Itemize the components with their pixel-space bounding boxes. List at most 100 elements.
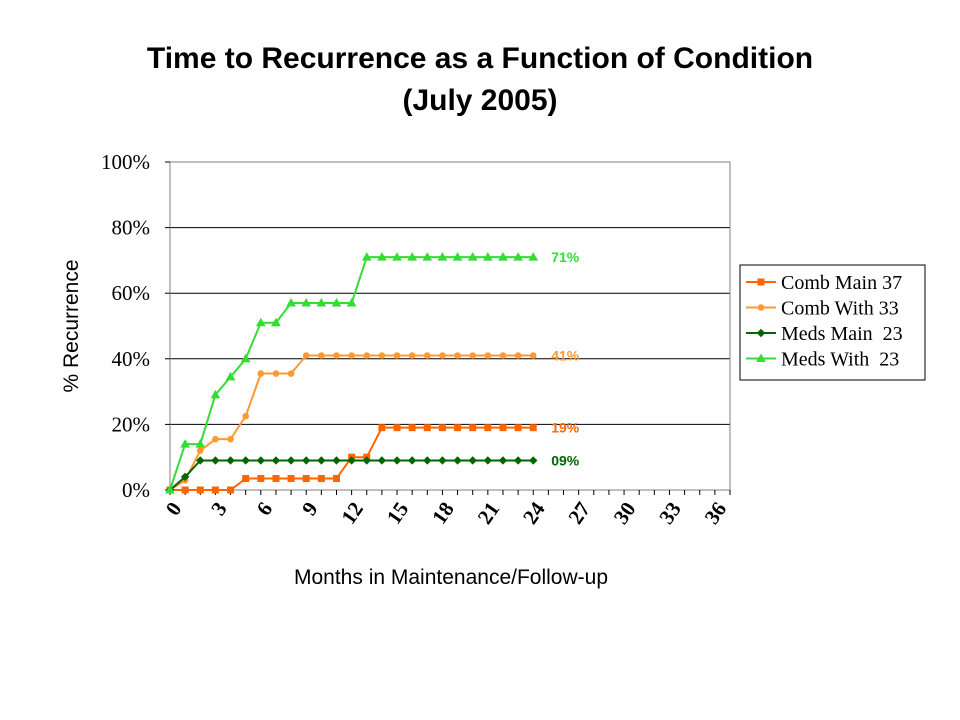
- data-point: [271, 317, 281, 327]
- x-tick-label: 3: [206, 497, 232, 519]
- x-tick-label: 15: [382, 497, 414, 528]
- data-point: [332, 475, 340, 483]
- x-tick-label: 12: [336, 497, 368, 528]
- data-point: [469, 424, 477, 432]
- data-point: [513, 456, 523, 465]
- data-point: [196, 456, 205, 465]
- y-axis-ticks: 0% 20% 40% 60% 80% 100%: [101, 150, 170, 502]
- legend-entry: Comb Main 37: [746, 272, 902, 294]
- data-point: [498, 456, 508, 465]
- data-point: [241, 456, 250, 465]
- series-meds-with-23: [165, 252, 539, 494]
- data-point: [317, 475, 325, 483]
- end-label: 41%: [551, 348, 580, 364]
- x-tick-label: 18: [427, 497, 459, 528]
- data-point: [272, 370, 280, 377]
- legend-label: Meds With 23: [781, 349, 899, 371]
- data-point: [484, 424, 492, 432]
- data-point: [272, 475, 280, 483]
- x-tick-label: 21: [473, 497, 505, 528]
- data-point: [212, 435, 219, 443]
- data-point: [468, 456, 477, 465]
- data-point: [362, 456, 371, 465]
- x-tick-label: 27: [563, 497, 595, 528]
- x-axis-ticks: 0 3 6 9 12 15 18 21 24 27 30 33 36: [161, 490, 732, 528]
- data-point: [302, 475, 310, 483]
- end-label: 19%: [551, 420, 580, 436]
- data-point: [211, 456, 220, 465]
- x-tick-label: 9: [297, 497, 323, 519]
- chart-subtitle: (July 2005): [402, 84, 558, 117]
- data-point: [332, 456, 341, 465]
- series-meds-main-23: [165, 456, 538, 495]
- data-point: [196, 447, 204, 454]
- data-point: [453, 456, 462, 465]
- data-point: [483, 456, 493, 465]
- x-tick-label: 33: [654, 497, 686, 528]
- data-point: [316, 298, 327, 307]
- data-point: [392, 252, 402, 261]
- series-comb-with-33: [166, 352, 537, 494]
- end-label: 09%: [551, 452, 580, 468]
- data-point: [196, 486, 204, 494]
- data-point: [211, 486, 219, 494]
- y-tick-label: 0%: [122, 478, 150, 502]
- data-point: [756, 353, 766, 362]
- data-point: [331, 298, 342, 307]
- y-tick-label: 60%: [112, 281, 151, 305]
- data-point: [393, 352, 401, 359]
- x-tick-label: 36: [700, 497, 732, 528]
- data-point: [423, 456, 432, 465]
- data-point: [469, 352, 477, 359]
- data-point: [255, 317, 266, 327]
- data-point: [454, 352, 461, 359]
- data-point: [392, 456, 402, 465]
- data-point: [408, 352, 416, 359]
- data-point: [499, 352, 507, 359]
- data-point: [498, 252, 508, 261]
- data-point: [407, 456, 417, 465]
- data-point: [256, 456, 266, 465]
- data-point: [438, 456, 447, 465]
- data-point: [514, 424, 522, 432]
- data-point: [454, 424, 462, 432]
- y-tick-label: 100%: [101, 150, 150, 174]
- data-point: [181, 486, 189, 494]
- data-point: [452, 252, 463, 261]
- data-point: [378, 424, 386, 432]
- data-point: [257, 475, 265, 483]
- data-point: [422, 252, 433, 261]
- data-point: [514, 352, 522, 359]
- data-point: [482, 252, 493, 261]
- y-tick-label: 20%: [112, 412, 151, 436]
- data-point: [227, 486, 235, 494]
- data-point: [242, 412, 249, 420]
- y-tick-label: 80%: [112, 216, 151, 240]
- data-point: [529, 424, 537, 432]
- data-point: [499, 424, 507, 432]
- data-point: [210, 389, 221, 399]
- data-point: [408, 424, 416, 432]
- data-point: [301, 298, 312, 307]
- data-point: [529, 456, 538, 465]
- series-line: [169, 459, 534, 491]
- x-tick-label: 30: [609, 497, 641, 528]
- legend-box: [739, 264, 926, 381]
- data-point: [317, 456, 326, 465]
- series-line: [169, 354, 534, 491]
- data-point: [529, 352, 537, 359]
- plot-area: [169, 161, 731, 491]
- legend-entry: Comb With 33: [746, 298, 899, 320]
- data-point: [757, 278, 765, 286]
- data-point: [286, 298, 296, 307]
- data-point: [318, 352, 325, 359]
- data-point: [302, 456, 311, 465]
- chart-title: Time to Recurrence as a Function of Cond…: [146, 42, 814, 75]
- y-axis-title: % Recurrence: [60, 259, 83, 392]
- legend: Comb Main 37 Comb With 33 Meds Main 23 Meds…: [739, 264, 926, 381]
- data-point: [225, 371, 236, 381]
- data-point: [393, 424, 401, 432]
- end-label: 71%: [551, 249, 580, 265]
- data-point: [363, 352, 371, 359]
- data-point: [377, 252, 387, 261]
